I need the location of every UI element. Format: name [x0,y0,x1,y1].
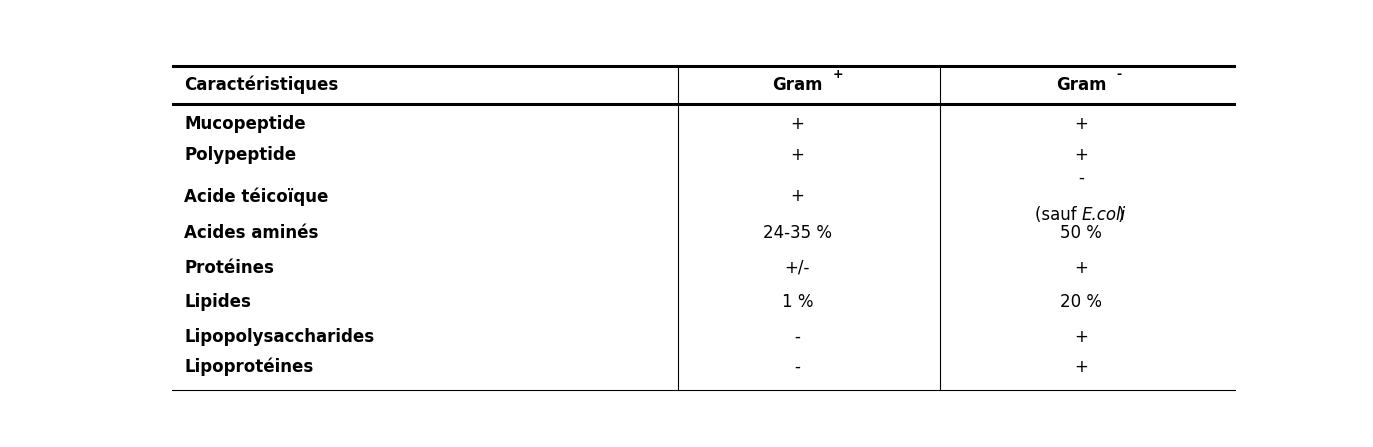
Text: Acide téicoïque: Acide téicoïque [184,187,328,206]
Text: (sauf: (sauf [1034,207,1082,224]
Text: Mucopeptide: Mucopeptide [184,115,306,133]
Text: Gram: Gram [772,76,822,93]
Text: +: + [791,146,805,164]
Text: 20 %: 20 % [1060,294,1103,312]
Text: -: - [795,358,800,376]
Text: ): ) [1118,207,1124,224]
Text: 50 %: 50 % [1060,224,1103,242]
Text: +: + [832,68,843,81]
Text: 1 %: 1 % [781,294,813,312]
Text: Caractéristiques: Caractéristiques [184,76,339,94]
Text: Polypeptide: Polypeptide [184,146,297,164]
Text: Lipoprotéines: Lipoprotéines [184,358,313,376]
Text: -: - [795,328,800,346]
Text: Gram: Gram [1056,76,1107,93]
Text: 24-35 %: 24-35 % [763,224,832,242]
Text: +: + [1075,259,1089,277]
Text: +: + [1075,146,1089,164]
Text: +: + [1075,115,1089,133]
Text: E.coli: E.coli [1082,207,1126,224]
Text: +: + [1075,358,1089,376]
Text: -: - [1116,68,1122,81]
Text: +: + [791,115,805,133]
Text: Protéines: Protéines [184,259,275,277]
Text: +: + [1075,328,1089,346]
Text: +/-: +/- [784,259,810,277]
Text: -: - [1078,169,1085,186]
Text: Acides aminés: Acides aminés [184,224,319,242]
Text: Lipopolysaccharides: Lipopolysaccharides [184,328,375,346]
Text: Lipides: Lipides [184,294,251,312]
Text: +: + [791,187,805,206]
